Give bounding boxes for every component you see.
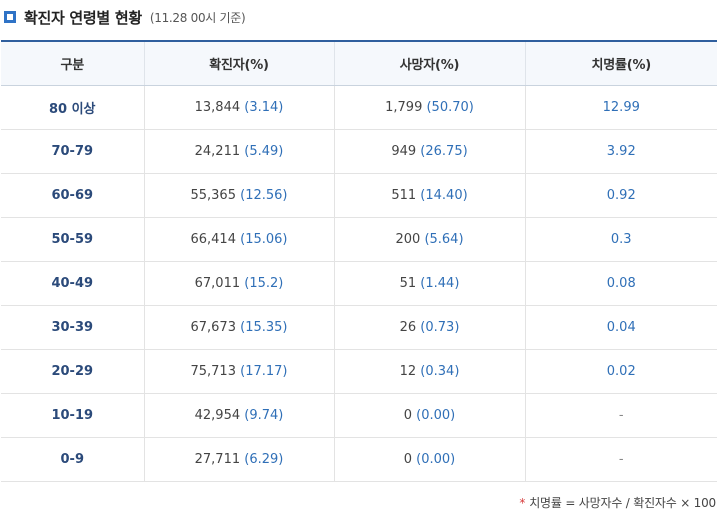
cases-cell: 27,711 (6.29) <box>143 437 334 482</box>
cases-cell: 55,365 (12.56) <box>143 173 334 218</box>
cases-cell: 42,954 (9.74) <box>143 393 334 438</box>
cases-percent: (15.35) <box>240 319 288 335</box>
deaths-count: 0 <box>403 407 413 423</box>
cases-count: 13,844 <box>194 99 241 115</box>
cases-count: 42,954 <box>194 407 241 423</box>
deaths-percent: (0.34) <box>420 363 460 379</box>
cases-percent: (9.74) <box>244 407 284 423</box>
deaths-count: 26 <box>399 319 417 335</box>
deaths-count: 511 <box>391 187 417 203</box>
cases-percent: (15.2) <box>244 275 284 291</box>
column-header-age: 구분 <box>1 40 144 86</box>
table-row: 40-49 67,011 (15.2) 51 (1.44) 0.08 <box>1 261 717 306</box>
table-row: 60-69 55,365 (12.56) 511 (14.40) 0.92 <box>1 173 717 218</box>
deaths-cell: 1,799 (50.70) <box>333 85 525 130</box>
cases-count: 75,713 <box>190 363 236 379</box>
deaths-percent: (5.64) <box>424 231 464 247</box>
page-title: 확진자 연령별 현황 <box>24 8 142 27</box>
table-header: 구분 확진자(%) 사망자(%) 치명률(%) <box>1 40 717 86</box>
deaths-count: 12 <box>399 363 417 379</box>
page-subtitle: (11.28 00시 기준) <box>149 10 246 25</box>
cases-cell: 13,844 (3.14) <box>143 85 334 130</box>
column-header-cases: 확진자(%) <box>143 40 334 86</box>
fatality-rate-cell: 0.04 <box>524 305 717 350</box>
cases-percent: (12.56) <box>240 187 288 203</box>
fatality-rate-cell: 3.92 <box>524 129 717 174</box>
table-row: 30-39 67,673 (15.35) 26 (0.73) 0.04 <box>1 305 717 350</box>
table-row: 50-59 66,414 (15.06) 200 (5.64) 0.3 <box>1 217 717 262</box>
footnote: * 치명률 = 사망자수 / 확진자수 × 100 <box>519 494 716 511</box>
deaths-percent: (0.73) <box>420 319 460 335</box>
deaths-percent: (1.44) <box>420 275 460 291</box>
deaths-cell: 12 (0.34) <box>333 349 525 394</box>
age-stats-table-container: 구분 확진자(%) 사망자(%) 치명률(%) 80 이상 13,844 (3.1… <box>1 40 717 482</box>
age-group-cell: 50-59 <box>1 217 144 262</box>
cases-count: 66,414 <box>190 231 236 247</box>
deaths-percent: (0.00) <box>416 407 456 423</box>
fatality-rate-cell: - <box>524 437 717 482</box>
cases-cell: 66,414 (15.06) <box>143 217 334 262</box>
table-row: 10-19 42,954 (9.74) 0 (0.00) - <box>1 393 717 438</box>
deaths-cell: 51 (1.44) <box>333 261 525 306</box>
age-group-cell: 10-19 <box>1 393 144 438</box>
deaths-count: 200 <box>395 231 421 247</box>
age-group-cell: 40-49 <box>1 261 144 306</box>
deaths-cell: 0 (0.00) <box>333 393 525 438</box>
age-group-cell: 30-39 <box>1 305 144 350</box>
deaths-count: 0 <box>403 451 413 467</box>
cases-cell: 67,673 (15.35) <box>143 305 334 350</box>
column-header-deaths: 사망자(%) <box>333 40 525 86</box>
cases-count: 24,211 <box>194 143 241 159</box>
cases-cell: 67,011 (15.2) <box>143 261 334 306</box>
deaths-cell: 0 (0.00) <box>333 437 525 482</box>
age-group-cell: 80 이상 <box>1 85 144 130</box>
deaths-percent: (14.40) <box>420 187 468 203</box>
deaths-percent: (50.70) <box>426 99 474 115</box>
cases-cell: 75,713 (17.17) <box>143 349 334 394</box>
age-stats-table: 구분 확진자(%) 사망자(%) 치명률(%) 80 이상 13,844 (3.1… <box>1 40 717 482</box>
fatality-rate-cell: 0.3 <box>524 217 717 262</box>
deaths-percent: (26.75) <box>420 143 468 159</box>
deaths-count: 949 <box>391 143 417 159</box>
cases-percent: (5.49) <box>244 143 284 159</box>
deaths-count: 51 <box>399 275 417 291</box>
column-header-cfr: 치명률(%) <box>524 40 717 86</box>
cases-count: 55,365 <box>190 187 236 203</box>
table-body: 80 이상 13,844 (3.14) 1,799 (50.70) 12.99 70-7… <box>1 85 717 482</box>
footnote-mark: * <box>519 496 526 510</box>
table-row: 0-9 27,711 (6.29) 0 (0.00) - <box>1 437 717 482</box>
deaths-percent: (0.00) <box>416 451 456 467</box>
age-group-cell: 60-69 <box>1 173 144 218</box>
table-header-row: 구분 확진자(%) 사망자(%) 치명률(%) <box>1 40 717 86</box>
fatality-rate-cell: 0.08 <box>524 261 717 306</box>
cases-percent: (3.14) <box>244 99 284 115</box>
fatality-rate-cell: 0.02 <box>524 349 717 394</box>
deaths-cell: 26 (0.73) <box>333 305 525 350</box>
fatality-rate-cell: 0.92 <box>524 173 717 218</box>
cases-count: 27,711 <box>194 451 241 467</box>
cases-percent: (6.29) <box>244 451 284 467</box>
cases-percent: (17.17) <box>240 363 288 379</box>
square-bullet-icon <box>4 11 16 23</box>
section-header: 확진자 연령별 현황 (11.28 00시 기준) <box>4 4 246 30</box>
deaths-count: 1,799 <box>385 99 423 115</box>
table-row: 20-29 75,713 (17.17) 12 (0.34) 0.02 <box>1 349 717 394</box>
fatality-rate-cell: 12.99 <box>524 85 717 130</box>
table-row: 80 이상 13,844 (3.14) 1,799 (50.70) 12.99 <box>1 85 717 130</box>
deaths-cell: 200 (5.64) <box>333 217 525 262</box>
footnote-text: 치명률 = 사망자수 / 확진자수 × 100 <box>529 496 716 510</box>
deaths-cell: 949 (26.75) <box>333 129 525 174</box>
cases-percent: (15.06) <box>240 231 288 247</box>
deaths-cell: 511 (14.40) <box>333 173 525 218</box>
age-group-cell: 70-79 <box>1 129 144 174</box>
age-group-cell: 20-29 <box>1 349 144 394</box>
fatality-rate-cell: - <box>524 393 717 438</box>
cases-cell: 24,211 (5.49) <box>143 129 334 174</box>
age-group-cell: 0-9 <box>1 437 144 482</box>
table-row: 70-79 24,211 (5.49) 949 (26.75) 3.92 <box>1 129 717 174</box>
cases-count: 67,673 <box>190 319 236 335</box>
cases-count: 67,011 <box>194 275 241 291</box>
